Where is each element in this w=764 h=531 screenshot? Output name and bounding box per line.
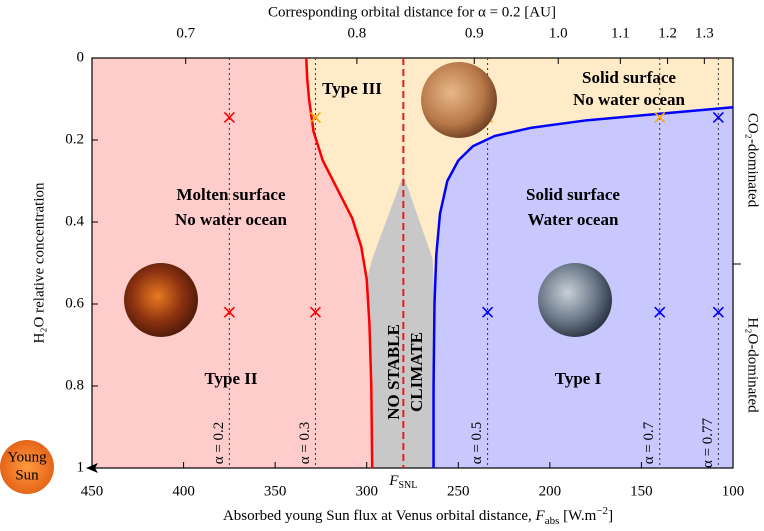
planet-type-ii (124, 263, 198, 337)
annotation: Type II (204, 369, 257, 388)
plot-frame (91, 57, 734, 469)
marker (712, 306, 724, 318)
no-stable-region (366, 174, 435, 468)
alpha-label: α = 0.77 (700, 417, 716, 468)
annotation: Type III (322, 79, 382, 98)
marker (223, 306, 235, 318)
marker (712, 111, 724, 124)
y2-label: H₂O-dominated (745, 317, 761, 413)
annotation: NO STABLE (384, 324, 403, 420)
y-tick-label: 1 (77, 459, 85, 475)
sun-label: Sun (15, 467, 39, 483)
marker (654, 111, 666, 124)
x2-tick-label: 0.9 (465, 25, 484, 41)
x2-axis-label: Corresponding orbital distance for α = 0… (268, 4, 556, 20)
marker (482, 306, 494, 318)
x-tick-label: 400 (172, 483, 195, 499)
snl-label: FSNL (388, 473, 417, 491)
axis-arrow (86, 463, 98, 473)
marker (309, 111, 321, 124)
x-label-part: Absorbed young Sun flux at Venus orbital… (223, 508, 536, 524)
x2-tick-label: 1.0 (549, 25, 568, 41)
x-axis-label: Absorbed young Sun flux at Venus orbital… (223, 505, 613, 527)
annotation: Type I (555, 369, 602, 388)
alpha-label: α = 0.5 (469, 422, 485, 465)
marker (309, 306, 321, 318)
x-label-part: F (535, 508, 546, 524)
y-tick-label: 0.8 (65, 377, 84, 393)
young-sun (0, 440, 54, 494)
snl-label-part: F (388, 473, 399, 489)
y2-label: CO₂-dominated (745, 113, 761, 208)
boundary-curve (305, 57, 374, 469)
annotation: No water ocean (573, 90, 686, 109)
alpha-label: α = 0.7 (641, 421, 657, 464)
y-tick-label: 0.4 (65, 213, 84, 229)
x-tick-label: 450 (81, 483, 104, 499)
region-fill (92, 58, 373, 468)
x2-tick-label: 1.3 (695, 25, 714, 41)
x-tick-label: 150 (630, 483, 653, 499)
x-tick-label: 250 (447, 483, 470, 499)
sun-label: Young (7, 449, 47, 465)
annotation: Solid surface (582, 68, 676, 87)
planet-type-i (538, 263, 612, 337)
x2-tick-label: 1.2 (658, 25, 677, 41)
y-tick-label: 0.6 (65, 295, 84, 311)
boundary-curve (432, 105, 734, 468)
marker (654, 306, 666, 318)
x-tick-label: 200 (539, 483, 562, 499)
x-tick-label: 100 (722, 483, 745, 499)
annotation: Solid surface (526, 185, 620, 204)
x2-tick-label: 0.7 (176, 25, 195, 41)
x2-tick-label: 1.1 (611, 25, 630, 41)
alpha-label: α = 0.3 (297, 422, 313, 465)
y-tick-label: 0 (77, 49, 85, 65)
alpha-label: α = 0.2 (211, 422, 227, 465)
x-label-part: ] (608, 508, 613, 524)
annotation: CLIMATE (407, 332, 426, 412)
x-tick-label: 350 (264, 483, 287, 499)
x-label-part: [W.m (559, 508, 596, 524)
y-axis-label: H₂O relative concentration (31, 182, 47, 343)
marker (223, 111, 235, 124)
annotation: No water ocean (175, 210, 288, 229)
snl-label-part: SNL (398, 480, 417, 491)
planet-type-iii (421, 62, 497, 138)
annotation: Molten surface (176, 185, 286, 204)
y-tick-label: 0.2 (65, 131, 84, 147)
annotation: Water ocean (528, 210, 619, 229)
marks: α = 0.2 α = 0.3 α = 0.5 α = 0.7 α = 0.77 FSNL… (91, 57, 734, 491)
x-label-part: abs (545, 515, 560, 527)
regions (92, 58, 733, 468)
x-label-part: −2 (596, 505, 608, 517)
x-tick-label: 300 (355, 483, 378, 499)
x2-tick-label: 0.8 (348, 25, 367, 41)
